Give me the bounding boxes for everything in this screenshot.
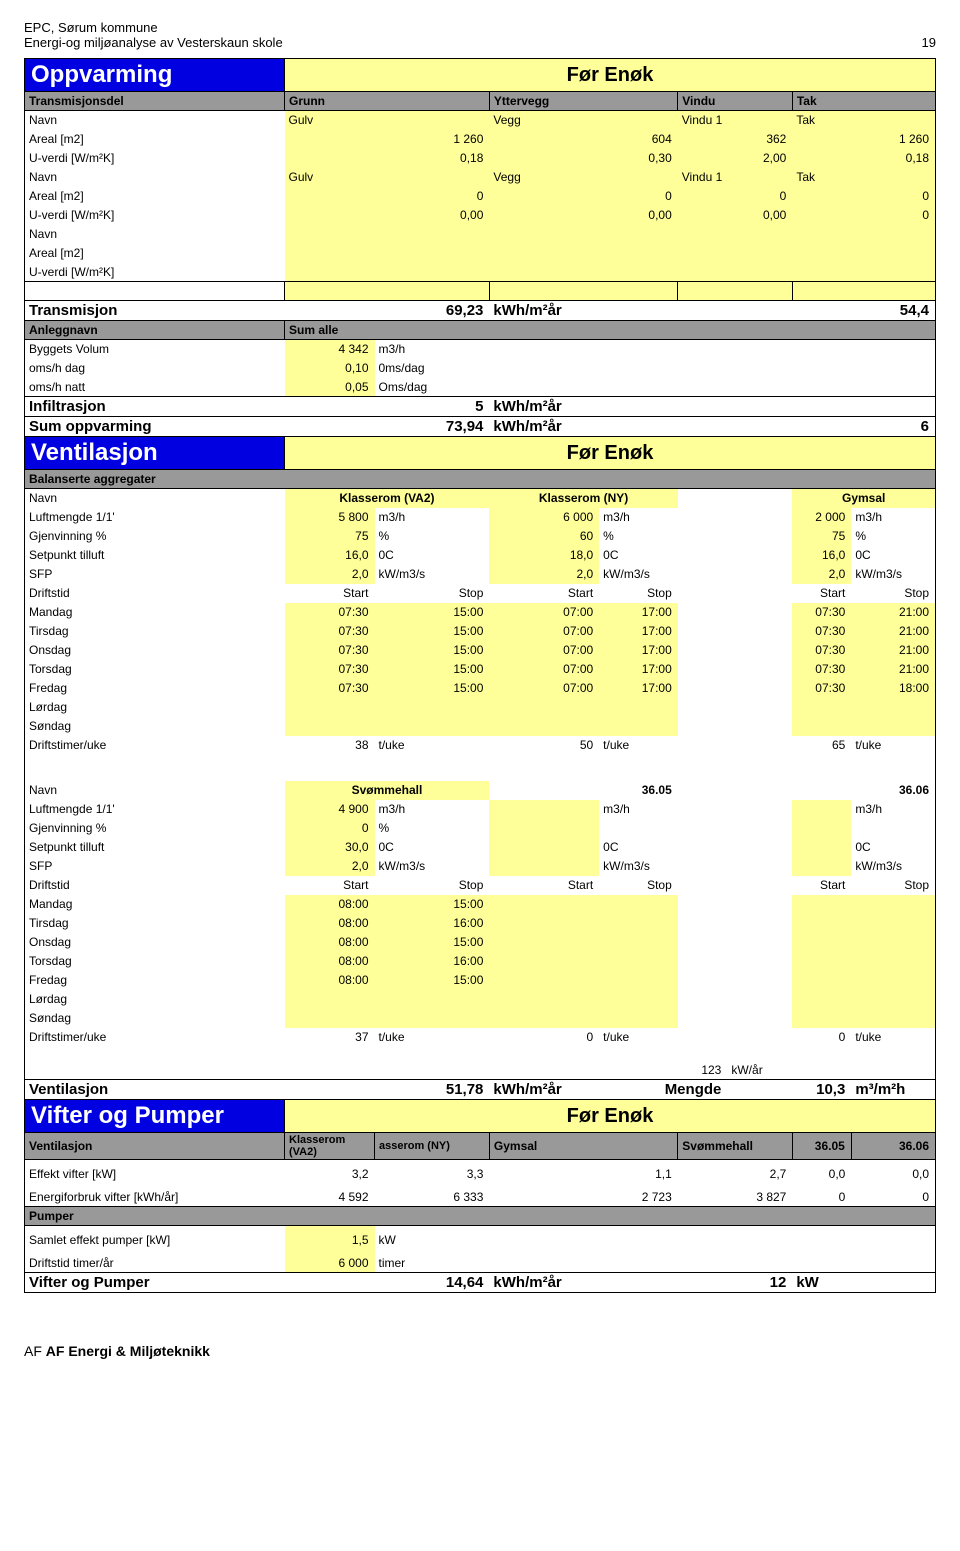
- ventilasjon-sum-row: Ventilasjon 51,78 kWh/m²år Mengde 10,3 m…: [25, 1080, 936, 1100]
- transmisjon-row: Transmisjon 69,23 kWh/m²år 54,4: [25, 301, 936, 321]
- row-areal-1: Areal [m2] 1 260 604 362 1 260: [25, 130, 936, 149]
- oppvarming-title: Oppvarming: [25, 59, 285, 92]
- document-header: EPC, Sørum kommune Energi-og miljøanalys…: [24, 20, 936, 50]
- row-uverdi-1: U-verdi [W/m²K] 0,18 0,30 2,00 0,18: [25, 149, 936, 168]
- footer: AF AF Energi & Miljøteknikk: [24, 1343, 936, 1359]
- row-areal-2: Areal [m2] 0 0 0 0: [25, 187, 936, 206]
- main-table: Oppvarming Før Enøk Transmisjonsdel Grun…: [24, 58, 936, 1293]
- ventilasjon-title: Ventilasjon: [25, 437, 285, 470]
- transmisjonsdel-label: Transmisjonsdel: [25, 92, 285, 111]
- row-navn-1: Navn Gulv Vegg Vindu 1 Tak: [25, 111, 936, 130]
- header-line1: EPC, Sørum kommune: [24, 20, 936, 35]
- vifter-title: Vifter og Pumper: [25, 1100, 285, 1133]
- page-number: 19: [922, 35, 936, 50]
- vb1-navn: Navn Klasserom (VA2) Klasserom (NY) Gyms…: [25, 489, 936, 508]
- vb2-navn: Navn Svømmehall 36.05 36.06: [25, 781, 936, 800]
- section-vifter-head: Vifter og Pumper Før Enøk: [25, 1100, 936, 1133]
- section-ventilasjon-head: Ventilasjon Før Enøk: [25, 437, 936, 470]
- header-line2: Energi-og miljøanalyse av Vesterskaun sk…: [24, 35, 283, 50]
- ventilasjon-phase: Før Enøk: [285, 437, 936, 470]
- ghost-row: 227 181 724 227: [25, 282, 936, 301]
- vifter-ventilasjon-header: Ventilasjon Klasserom (VA2) asserom (NY)…: [25, 1133, 936, 1160]
- row-navn-2: Navn Gulv Vegg Vindu 1 Tak: [25, 168, 936, 187]
- vifter-phase: Før Enøk: [285, 1100, 936, 1133]
- row-uverdi-2: U-verdi [W/m²K] 0,00 0,00 0,00 0: [25, 206, 936, 225]
- transmisjonsdel-header: Transmisjonsdel Grunn Yttervegg Vindu Ta…: [25, 92, 936, 111]
- oppvarming-phase: Før Enøk: [285, 59, 936, 92]
- footer-company: AF Energi & Miljøteknikk: [46, 1343, 210, 1359]
- vifter-sum-row: Vifter og Pumper 14,64 kWh/m²år 12 kW: [25, 1273, 936, 1293]
- section-oppvarming-head: Oppvarming Før Enøk: [25, 59, 936, 92]
